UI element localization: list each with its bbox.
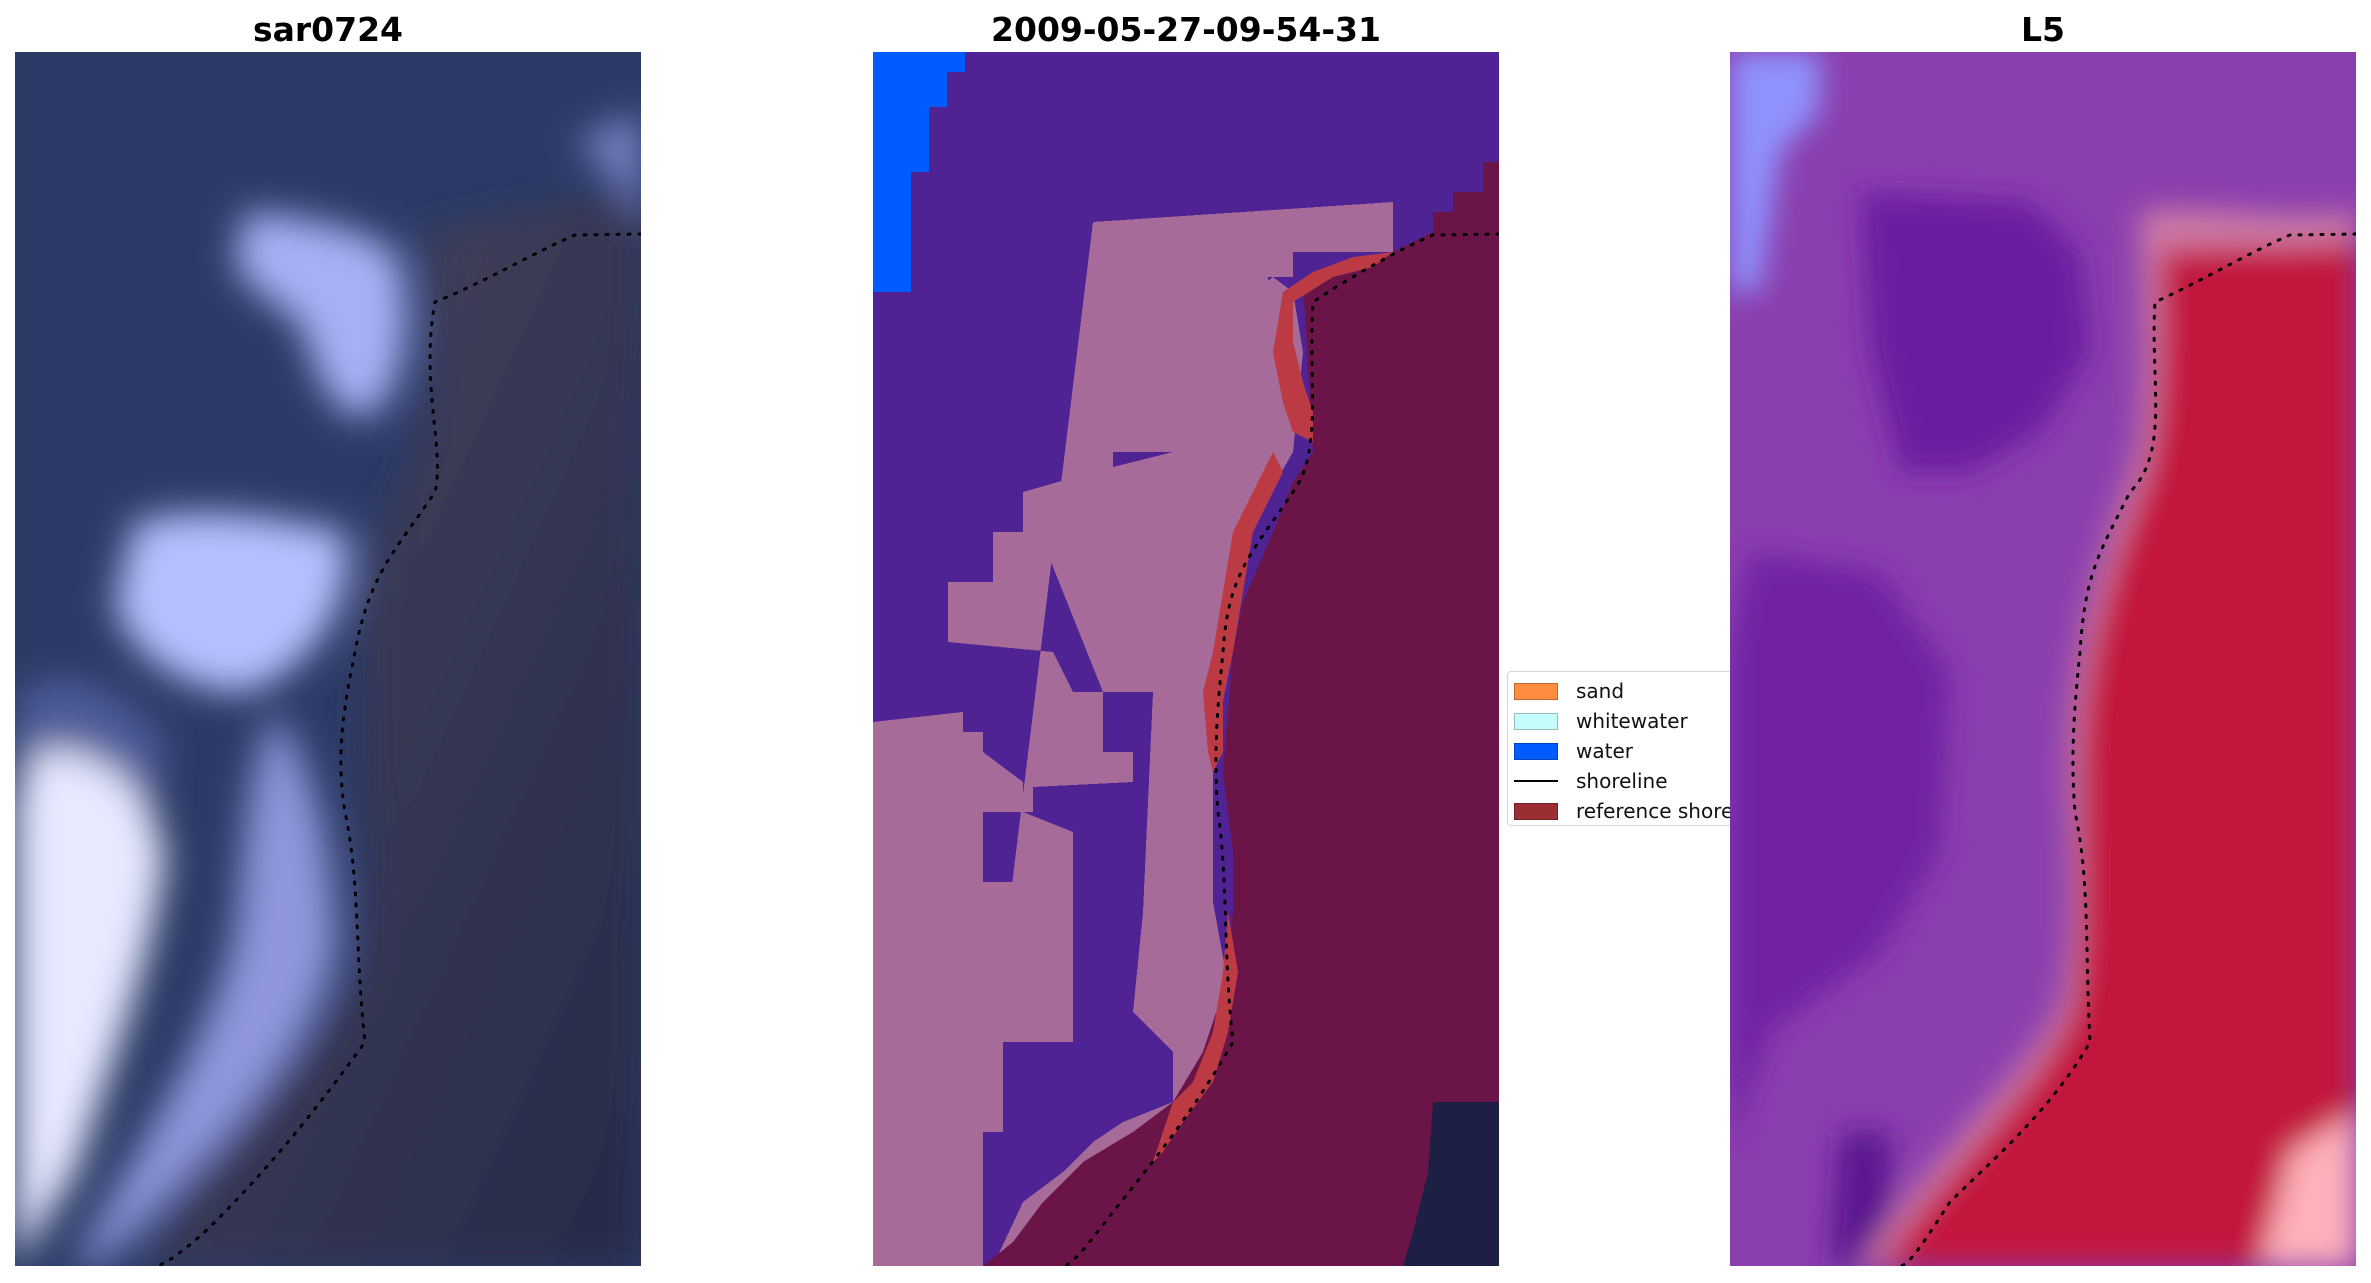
legend-label: water bbox=[1576, 739, 1633, 763]
legend-item-sand: sand bbox=[1514, 679, 1625, 703]
legend-line-swatch bbox=[1514, 779, 1558, 783]
panel-title-classification: 2009-05-27-09-54-31 bbox=[991, 10, 1381, 49]
l5-panel bbox=[1730, 52, 2356, 1266]
legend-label: whitewater bbox=[1576, 709, 1688, 733]
shoreline bbox=[1061, 232, 1499, 1266]
legend-label: sand bbox=[1576, 679, 1625, 703]
legend-item-water: water bbox=[1514, 739, 1633, 763]
panel-title-rgb: sar0724 bbox=[252, 10, 404, 49]
land-region bbox=[983, 162, 1499, 1266]
legend-color-swatch bbox=[1514, 742, 1558, 760]
shoreline bbox=[153, 232, 641, 1266]
l5-image bbox=[1730, 52, 2356, 1266]
legend-item-reference-shoreline: reference shoreline bbox=[1514, 799, 1731, 823]
panel-title-l5: L5 bbox=[2021, 10, 2065, 49]
legend-color-swatch bbox=[1514, 712, 1558, 730]
open-water-region bbox=[873, 52, 965, 292]
legend-color-swatch bbox=[1514, 682, 1558, 700]
legend-item-shoreline: shoreline bbox=[1514, 769, 1668, 793]
legend-label: reference shoreline bbox=[1576, 799, 1731, 823]
rgb-image bbox=[15, 52, 641, 1266]
legend-color-swatch bbox=[1514, 802, 1558, 820]
rgb-image-panel bbox=[15, 52, 641, 1266]
classification-panel bbox=[873, 52, 1499, 1266]
classification-image bbox=[873, 52, 1499, 1266]
sand-region bbox=[873, 202, 1393, 1266]
legend: sand whitewater water shoreline reference sh… bbox=[1507, 671, 1732, 826]
legend-item-whitewater: whitewater bbox=[1514, 709, 1688, 733]
legend-label: shoreline bbox=[1576, 769, 1668, 793]
